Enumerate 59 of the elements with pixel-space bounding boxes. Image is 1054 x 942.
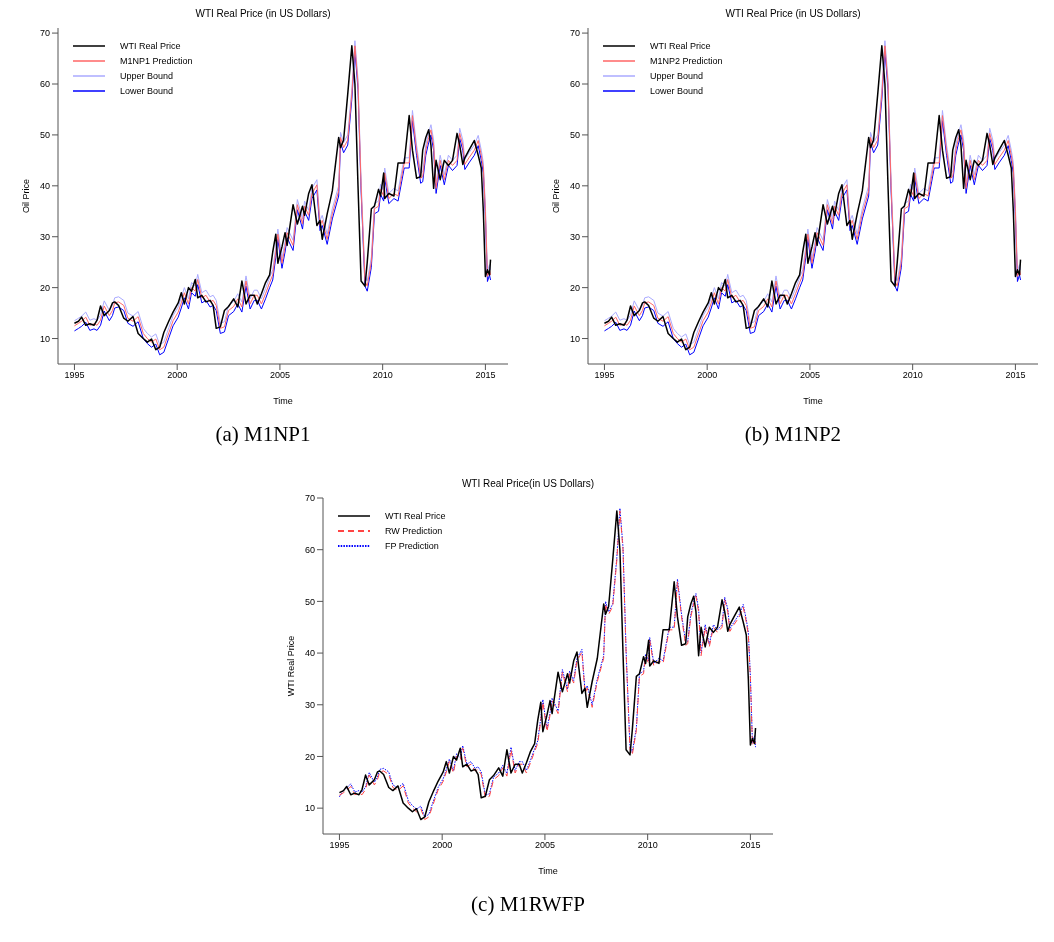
text: (c) M1RWFP	[470, 892, 586, 917]
text: (a) M1NP1	[214, 422, 312, 447]
legend-label: M1NP1 Prediction	[120, 55, 193, 66]
y-tick-label: 10	[569, 333, 580, 344]
x-axis-title: Time	[803, 396, 823, 406]
x-tick-label: 1995	[64, 370, 85, 381]
chart-title: WTI Real Price (in US Dollars)	[194, 8, 332, 21]
legend-label: Upper Bound	[650, 70, 704, 81]
x-tick-label: 2005	[269, 370, 290, 381]
legend-label: Lower Bound	[650, 85, 704, 96]
chart-title: WTI Real Price (in US Dollars)	[724, 8, 862, 21]
y-tick-label: 40	[569, 181, 580, 192]
y-tick-label: 50	[569, 130, 580, 141]
legend-label: RW Prediction	[385, 525, 443, 536]
x-tick-label: 2000	[432, 840, 453, 851]
x-tick-label: 2010	[902, 370, 923, 381]
y-tick-label: 20	[39, 282, 50, 293]
y-tick-label: 70	[304, 493, 315, 504]
y-tick-label: 20	[304, 751, 315, 762]
legend-label: WTI Real Price	[120, 40, 181, 51]
y-axis-title: Oil Price	[551, 178, 562, 214]
y-tick-label: 60	[304, 544, 315, 555]
y-tick-label: 30	[569, 231, 580, 242]
y-tick-label: 10	[304, 803, 315, 814]
y-tick-label: 70	[39, 28, 50, 39]
x-tick-label: 2015	[740, 840, 761, 851]
y-tick-label: 40	[304, 648, 315, 659]
y-tick-label: 50	[39, 130, 50, 141]
y-tick-label: 60	[569, 79, 580, 90]
x-tick-label: 1995	[329, 840, 350, 851]
x-tick-label: 2010	[372, 370, 393, 381]
chart-title: WTI Real Price(in US Dollars)	[460, 478, 596, 491]
y-tick-label: 20	[569, 282, 580, 293]
legend-label: Upper Bound	[120, 70, 174, 81]
y-tick-label: 60	[39, 79, 50, 90]
legend-label: M1NP2 Prediction	[650, 55, 723, 66]
x-tick-label: 2005	[799, 370, 820, 381]
legend-label: FP Prediction	[385, 540, 439, 551]
x-tick-label: 2015	[475, 370, 496, 381]
x-tick-label: 2005	[534, 840, 555, 851]
y-tick-label: 10	[39, 333, 50, 344]
y-tick-label: 70	[569, 28, 580, 39]
legend-label: Lower Bound	[120, 85, 174, 96]
x-tick-label: 2000	[167, 370, 188, 381]
y-tick-label: 50	[304, 596, 315, 607]
y-tick-label: 40	[39, 181, 50, 192]
y-tick-label: 30	[39, 231, 50, 242]
x-tick-label: 2010	[637, 840, 658, 851]
legend-label: WTI Real Price	[650, 40, 711, 51]
y-axis-title: WTI Real Price	[286, 635, 297, 697]
x-axis-title: Time	[538, 866, 558, 876]
x-tick-label: 2015	[1005, 370, 1026, 381]
text: (b) M1NP2	[743, 422, 843, 447]
y-axis-title: Oil Price	[21, 178, 32, 214]
legend-label: WTI Real Price	[385, 510, 446, 521]
x-tick-label: 2000	[697, 370, 718, 381]
y-tick-label: 30	[304, 699, 315, 710]
x-axis-title: Time	[273, 396, 293, 406]
x-tick-label: 1995	[594, 370, 615, 381]
